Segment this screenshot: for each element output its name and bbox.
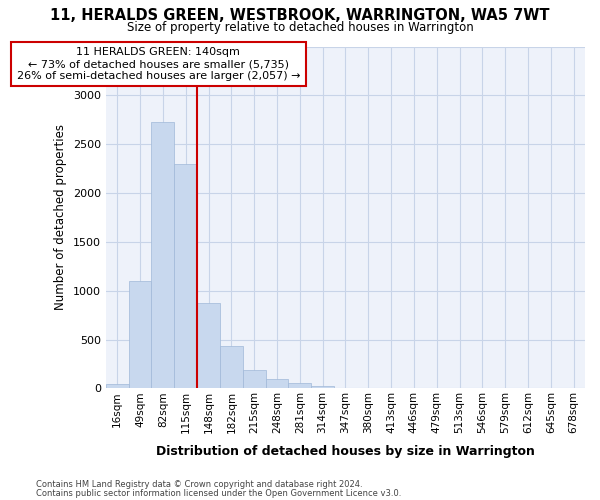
Bar [311, 386, 334, 388]
Y-axis label: Number of detached properties: Number of detached properties [54, 124, 67, 310]
Bar [106, 384, 128, 388]
Text: Size of property relative to detached houses in Warrington: Size of property relative to detached ho… [127, 22, 473, 35]
Bar [289, 383, 311, 388]
Text: 11 HERALDS GREEN: 140sqm
← 73% of detached houses are smaller (5,735)
26% of sem: 11 HERALDS GREEN: 140sqm ← 73% of detach… [17, 48, 300, 80]
Bar [243, 370, 266, 388]
Bar [151, 122, 174, 388]
Bar [128, 281, 151, 388]
Bar [266, 379, 289, 388]
X-axis label: Distribution of detached houses by size in Warrington: Distribution of detached houses by size … [156, 444, 535, 458]
Bar [197, 302, 220, 388]
Text: Contains HM Land Registry data © Crown copyright and database right 2024.: Contains HM Land Registry data © Crown c… [36, 480, 362, 489]
Bar [220, 346, 243, 389]
Text: Contains public sector information licensed under the Open Government Licence v3: Contains public sector information licen… [36, 488, 401, 498]
Text: 11, HERALDS GREEN, WESTBROOK, WARRINGTON, WA5 7WT: 11, HERALDS GREEN, WESTBROOK, WARRINGTON… [50, 8, 550, 22]
Bar [174, 164, 197, 388]
